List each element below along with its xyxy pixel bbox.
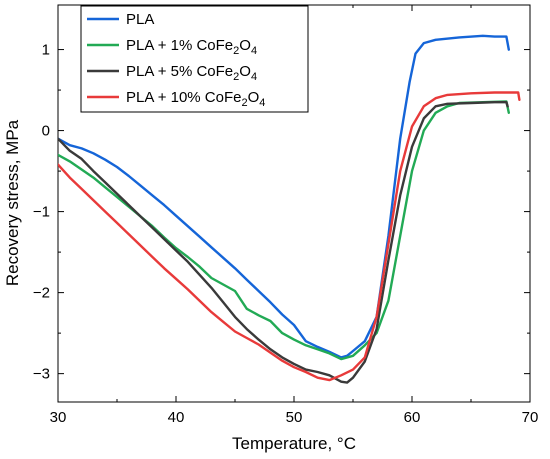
x-tick-label: 40 (168, 409, 185, 426)
series-lines (58, 34, 521, 384)
series-line-0 (58, 34, 510, 359)
x-tick-label: 60 (404, 409, 421, 426)
y-tick-label: −3 (33, 366, 50, 383)
y-axis-title: Recovery stress, MPa (3, 119, 22, 286)
legend-label-0: PLA (126, 11, 154, 28)
x-axis-title: Temperature, °C (232, 434, 356, 453)
x-tick-label: 50 (286, 409, 303, 426)
legend-box (80, 5, 309, 113)
legend-label-2: PLA + 5% CoFe2O4 (126, 63, 257, 83)
y-tick-label: −1 (33, 204, 50, 221)
series-line-2 (58, 101, 509, 384)
legend-label-3: PLA + 10% CoFe2O4 (126, 89, 265, 109)
y-tick-label: 1 (42, 42, 50, 59)
series-line-3 (58, 91, 521, 382)
y-tick-label: −2 (33, 285, 50, 302)
legend-label-1: PLA + 1% CoFe2O4 (126, 37, 257, 57)
x-tick-label: 30 (50, 409, 67, 426)
legend: PLA PLA + 1% CoFe2O4 PLA + 5% CoFe2O4 PLA +… (80, 5, 309, 113)
x-tick-label: 70 (522, 409, 539, 426)
axis-ticks: 30 40 50 60 70 −3 −2 −1 0 1 (33, 5, 538, 426)
y-tick-label: 0 (42, 123, 50, 140)
